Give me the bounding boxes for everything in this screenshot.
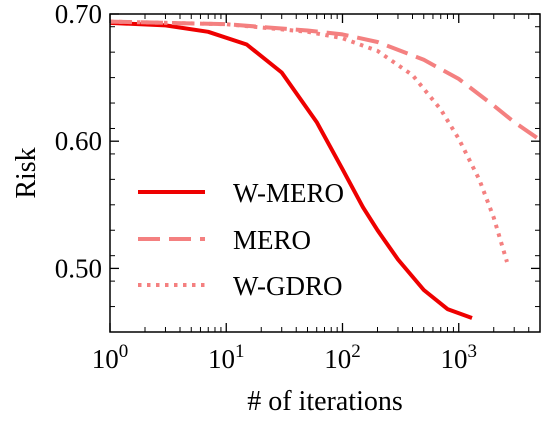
series-layer — [109, 19, 542, 320]
x-axis-label: # of iterations — [247, 386, 403, 417]
y-axis-label: Risk — [11, 147, 42, 198]
y-tick-label: 0.60 — [55, 126, 102, 156]
y-tick-label: 0.50 — [55, 253, 102, 283]
legend-label-mero: MERO — [233, 225, 311, 255]
x-tick-label: 103 — [440, 341, 477, 374]
x-tick-label: 102 — [324, 341, 361, 374]
x-tick-label: 101 — [208, 341, 245, 374]
series-line-w-gdro — [109, 19, 509, 263]
series-line-w-mero — [109, 20, 473, 320]
y-tick-label: 0.70 — [55, 0, 102, 29]
legend-label-w-mero: W-MERO — [233, 178, 344, 208]
ticks-layer: 100 101 102 103 0.50 0.60 0.70 — [55, 0, 541, 374]
x-tick-label: 100 — [92, 341, 129, 374]
legend-label-w-gdro: W-GDRO — [233, 271, 343, 301]
legend: W-MERO MERO W-GDRO — [138, 178, 344, 301]
series-line-mero — [109, 19, 542, 142]
plot-frame — [109, 13, 541, 333]
